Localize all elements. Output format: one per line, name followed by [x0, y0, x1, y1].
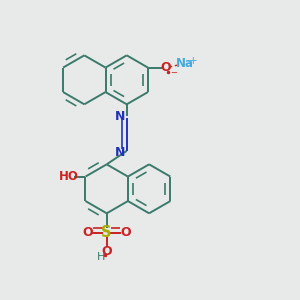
Text: O: O: [101, 245, 112, 258]
Text: O: O: [120, 226, 131, 239]
Text: O: O: [82, 226, 93, 239]
Text: N: N: [115, 110, 125, 123]
Text: HO: HO: [59, 170, 79, 183]
Text: Na: Na: [176, 57, 194, 70]
Text: S: S: [101, 225, 112, 240]
Text: N: N: [115, 146, 125, 159]
Text: −: −: [170, 68, 177, 77]
Text: +: +: [189, 56, 198, 66]
Text: H: H: [97, 253, 106, 262]
Text: O: O: [160, 61, 171, 74]
